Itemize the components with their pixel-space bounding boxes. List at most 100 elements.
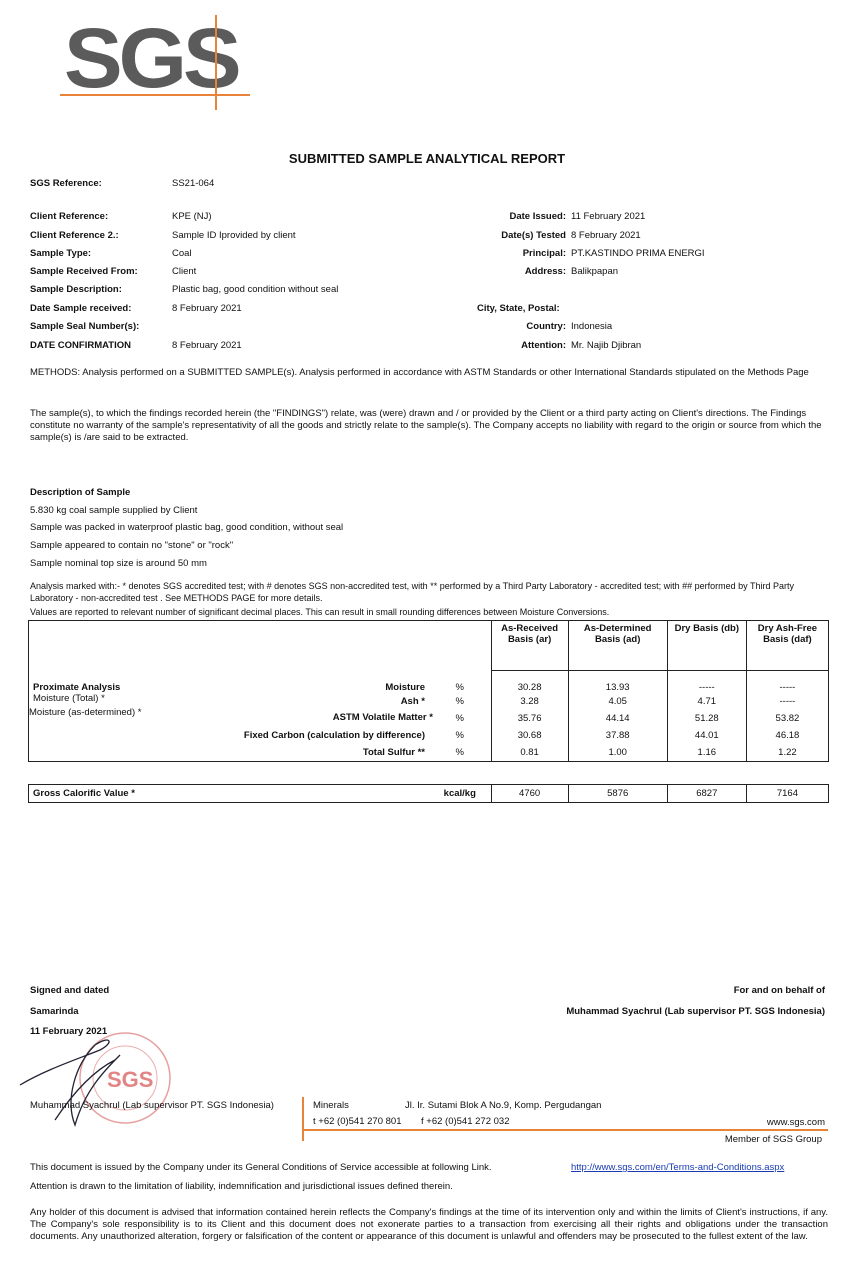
unit: % [455, 729, 464, 741]
sgs-logo: SGS [63, 11, 242, 105]
sgs-reference-label: SGS Reference: [30, 178, 102, 189]
field-label: City, State, Postal: [477, 303, 560, 314]
logo-line-h [60, 94, 250, 96]
field-value: Mr. Najib Djibran [571, 340, 642, 351]
value-ad: 4.05 [567, 692, 668, 710]
param-label: Ash * [400, 695, 425, 707]
footer-division: Minerals [313, 1100, 349, 1111]
value-ar: 0.81 [490, 743, 569, 761]
behalf-label: For and on behalf of [733, 985, 825, 996]
param-label: Total Sulfur ** [362, 746, 425, 758]
sign-place: Samarinda [30, 1006, 79, 1017]
value-daf: 7164 [745, 784, 829, 803]
field-label: Sample Seal Number(s): [30, 321, 140, 332]
footer-member: Member of SGS Group [724, 1134, 822, 1145]
description-line: 5.830 kg coal sample supplied by Client [30, 505, 198, 516]
note-label: Moisture (as-determined) * [29, 706, 142, 718]
field-value: 8 February 2021 [172, 340, 242, 351]
section-label: Proximate Analysis [33, 681, 121, 693]
value-ad: 13.93 [567, 670, 668, 693]
param-label: Moisture [385, 681, 425, 693]
sgs-reference-value: SS21-064 [172, 178, 215, 189]
value-ad: 5876 [567, 784, 668, 803]
signed-label: Signed and dated [30, 985, 110, 996]
table-row: Total Sulfur **% 0.81 1.00 1.16 1.22 [29, 743, 829, 761]
field-label: Client Reference: [30, 211, 109, 222]
findings-text: The sample(s), to which the findings rec… [30, 408, 822, 443]
footer-signer: Muhammad Syachrul (Lab supervisor PT. SG… [30, 1100, 274, 1111]
footer-address: Jl. Ir. Sutami Blok A No.9, Komp. Pergud… [405, 1100, 602, 1111]
param-label: Fixed Carbon (calculation by difference) [243, 729, 425, 741]
value-daf: 46.18 [745, 726, 829, 744]
value-daf: ----- [745, 692, 829, 710]
signer-name: Muhammad Syachrul (Lab supervisor PT. SG… [566, 1006, 825, 1017]
value-daf: 1.22 [745, 743, 829, 761]
field-label: Sample Type: [30, 248, 92, 259]
value-db: 44.01 [666, 726, 747, 744]
terms-link[interactable]: http://www.sgs.com/en/Terms-and-Conditio… [571, 1162, 785, 1173]
value-ar: 3.28 [490, 692, 569, 710]
value-db: 51.28 [666, 709, 747, 727]
gcv-row: Gross Calorific Value * kcal/kg 4760 5876 68… [29, 784, 829, 803]
footer-divider-v [302, 1097, 304, 1141]
svg-text:SGS: SGS [107, 1067, 153, 1092]
field-value: Indonesia [571, 321, 613, 332]
header-ar: As-Received Basis (ar) [490, 620, 569, 671]
gcv-table: Gross Calorific Value * kcal/kg 4760 5876 68… [28, 784, 829, 803]
footer-web: www.sgs.com [766, 1117, 825, 1128]
header-daf: Dry Ash-Free Basis (daf) [745, 620, 829, 671]
value-ad: 44.14 [567, 709, 668, 727]
field-label: DATE CONFIRMATION [30, 340, 131, 351]
value-db: 6827 [666, 784, 747, 803]
field-value: 8 February 2021 [571, 230, 641, 241]
proximate-analysis-table: As-Received Basis (ar) As-Determined Bas… [28, 620, 829, 762]
logo-line-v [215, 15, 217, 110]
field-value: Plastic bag, good condition without seal [172, 284, 339, 295]
attention-text: Attention is drawn to the limitation of … [30, 1181, 453, 1192]
field-label: Date Issued: [509, 211, 567, 222]
field-label: Sample Received From: [30, 266, 138, 277]
table-row: Moisture (as-determined) * ASTM Volatile … [29, 706, 829, 727]
table-row: Proximate Analysis Moisture% 30.28 13.93 ---… [29, 670, 829, 693]
analysis-note: Analysis marked with:- * denotes SGS acc… [30, 581, 795, 603]
field-label: Address: [524, 266, 566, 277]
conditions-text: This document is issued by the Company u… [30, 1162, 492, 1173]
field-value: KPE (NJ) [172, 211, 212, 222]
footer-fax: f +62 (0)541 272 032 [421, 1116, 510, 1127]
field-value: Balikpapan [571, 266, 619, 277]
unit: % [455, 712, 464, 724]
value-ar: 30.68 [490, 726, 569, 744]
note-label: Moisture (Total) * [33, 692, 105, 704]
value-daf: ----- [745, 670, 829, 693]
unit: % [455, 746, 464, 758]
unit: kcal/kg [443, 788, 476, 799]
field-label: Country: [526, 321, 566, 332]
stamp-signature-icon: SGS [19, 1032, 171, 1128]
value-db: 4.71 [666, 692, 747, 710]
field-value: Sample ID Iprovided by client [172, 230, 296, 241]
description-line: Sample nominal top size is around 50 mm [30, 558, 207, 569]
field-label: Date(s) Tested [501, 230, 566, 241]
footer-divider-h [302, 1129, 828, 1131]
field-label: Client Reference 2.: [30, 230, 119, 241]
value-ar: 4760 [490, 784, 569, 803]
header-ad: As-Determined Basis (ad) [567, 620, 668, 671]
values-note: Values are reported to relevant number o… [30, 607, 610, 617]
param-label: Gross Calorific Value * [33, 788, 135, 799]
value-ar: 30.28 [490, 670, 569, 693]
value-daf: 53.82 [745, 709, 829, 727]
description-line: Sample appeared to contain no "stone" or… [30, 540, 234, 551]
sign-date: 11 February 2021 [30, 1026, 108, 1037]
methods-text: METHODS: Analysis performed on a SUBMITT… [30, 367, 809, 378]
field-label: Sample Description: [30, 284, 122, 295]
field-label: Date Sample received: [30, 303, 132, 314]
table-header-row: As-Received Basis (ar) As-Determined Bas… [29, 620, 829, 671]
value-db: 1.16 [666, 743, 747, 761]
field-value: Coal [172, 248, 192, 259]
value-ad: 1.00 [567, 743, 668, 761]
value-ar: 35.76 [490, 709, 569, 727]
footer-phone: t +62 (0)541 270 801 [313, 1116, 402, 1127]
description-line: Sample was packed in waterproof plastic … [30, 522, 344, 533]
value-ad: 37.88 [567, 726, 668, 744]
